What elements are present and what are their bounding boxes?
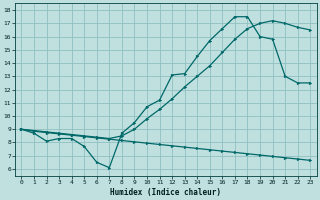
X-axis label: Humidex (Indice chaleur): Humidex (Indice chaleur)	[110, 188, 221, 197]
